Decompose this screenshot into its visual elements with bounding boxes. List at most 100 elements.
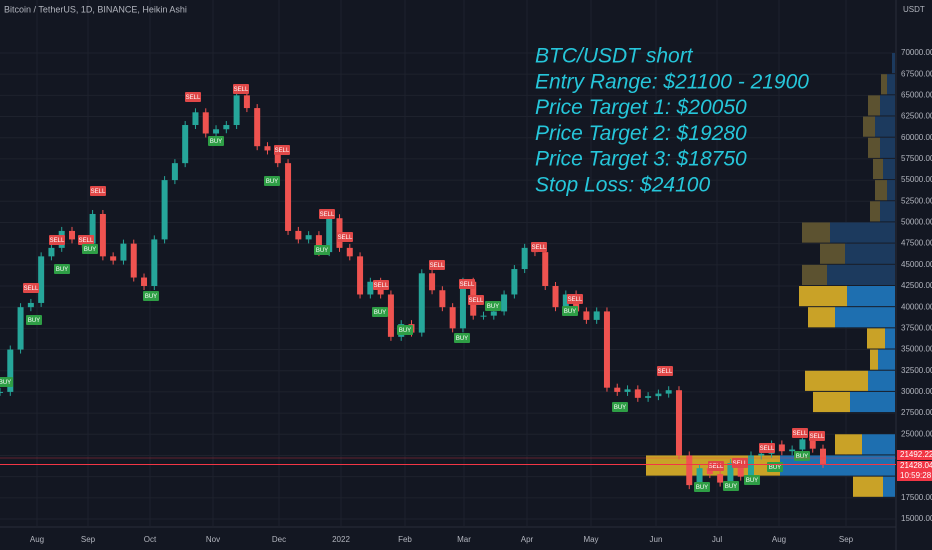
signal-label: BUY — [725, 484, 737, 490]
profile-up — [835, 434, 862, 455]
signal-bg — [208, 136, 224, 146]
candle — [223, 125, 230, 130]
candle — [418, 273, 425, 333]
x-tick-label: Apr — [521, 535, 534, 544]
signal-bg — [429, 260, 445, 270]
candle — [624, 389, 631, 392]
signal-label: BUY — [28, 318, 40, 324]
candle — [48, 247, 55, 257]
signal-label: BUY — [266, 179, 278, 185]
signal-label: BUY — [0, 380, 11, 386]
signal-label: SELL — [234, 87, 249, 93]
x-tick-label: May — [583, 535, 598, 544]
signal-label: SELL — [186, 95, 201, 101]
candle — [254, 108, 261, 147]
candle — [439, 290, 446, 308]
volume-profile — [646, 53, 895, 497]
candle — [326, 218, 333, 253]
x-tick-label: Aug — [30, 535, 44, 544]
signal-label: SELL — [469, 298, 484, 304]
signal-bg — [531, 242, 547, 252]
profile-up — [873, 158, 883, 180]
signal-bg — [612, 402, 628, 412]
profile-up — [802, 222, 830, 243]
y-tick-label: 17500.00 — [901, 493, 932, 502]
annotation-line: Price Target 2: $19280 — [535, 122, 747, 145]
signal-bg — [372, 307, 388, 317]
candle — [285, 163, 292, 231]
candle — [511, 269, 518, 295]
candle — [675, 390, 682, 456]
signal-label: BUY — [746, 478, 758, 484]
signal-bg — [54, 264, 70, 274]
signal-label: BUY — [145, 294, 157, 300]
signal-label: SELL — [760, 446, 775, 452]
signal-bg — [82, 244, 98, 254]
candle — [202, 112, 209, 134]
y-tick-label: 62500.00 — [901, 112, 932, 121]
x-tick-label: 2022 — [332, 535, 350, 544]
axis-unit: USDT — [903, 5, 925, 14]
signal-label: BUY — [487, 304, 499, 310]
signal-label: BUY — [614, 405, 626, 411]
signal-bg — [459, 279, 475, 289]
candle — [130, 243, 137, 278]
candle — [161, 180, 168, 240]
candle — [151, 239, 158, 286]
profile-up — [808, 307, 835, 328]
y-tick-label: 37500.00 — [901, 323, 932, 332]
signal-label: BUY — [84, 247, 96, 253]
signal-bg — [809, 431, 825, 441]
signal-label: BUY — [564, 309, 576, 315]
signal-label: SELL — [568, 297, 583, 303]
candle — [192, 112, 199, 126]
signal-label: SELL — [91, 189, 106, 195]
candle — [799, 439, 806, 450]
signal-bg — [90, 186, 106, 196]
profile-down — [880, 201, 895, 222]
candle — [264, 146, 271, 151]
candle — [820, 448, 826, 464]
annotation-line: BTC/USDT short — [535, 45, 694, 68]
y-tick-label: 67500.00 — [901, 69, 932, 78]
candle — [449, 307, 456, 329]
signal-bg — [792, 428, 808, 438]
profile-down — [830, 222, 895, 243]
signal-bg — [708, 461, 724, 471]
signal-bg — [274, 145, 290, 155]
x-tick-label: Sep — [839, 535, 854, 544]
signals: BUYSELLBUYSELLBUYSELLBUYSELLBUYSELLBUYSE… — [0, 84, 825, 492]
signal-label: SELL — [320, 212, 335, 218]
candle — [233, 95, 240, 126]
candle — [521, 247, 528, 270]
candle — [562, 294, 569, 308]
candle — [182, 125, 189, 164]
profile-down — [850, 391, 895, 413]
price-tag: 21428.04 — [900, 461, 932, 470]
candle — [89, 213, 96, 244]
candle — [552, 286, 559, 308]
signal-bg — [264, 176, 280, 186]
profile-down — [887, 74, 895, 95]
candle — [614, 387, 621, 392]
chart-title: Bitcoin / TetherUS, 1D, BINANCE, Heikin … — [4, 4, 187, 14]
profile-down — [892, 53, 895, 74]
annotation-line: Entry Range: $21100 - 21900 — [535, 70, 809, 93]
candle — [171, 163, 178, 181]
y-tick-label: 45000.00 — [901, 260, 932, 269]
profile-up — [802, 264, 827, 285]
signal-bg — [723, 481, 739, 491]
signal-label: SELL — [275, 148, 290, 154]
x-tick-label: Aug — [772, 535, 786, 544]
candle — [295, 230, 302, 240]
profile-down — [878, 349, 895, 370]
candle — [747, 455, 754, 477]
candle — [603, 311, 610, 388]
signal-bg — [694, 482, 710, 492]
y-tick-label: 70000.00 — [901, 48, 932, 57]
signal-label: SELL — [338, 235, 353, 241]
signal-label: SELL — [658, 369, 673, 375]
profile-up — [799, 286, 847, 307]
signal-label: SELL — [709, 464, 724, 470]
